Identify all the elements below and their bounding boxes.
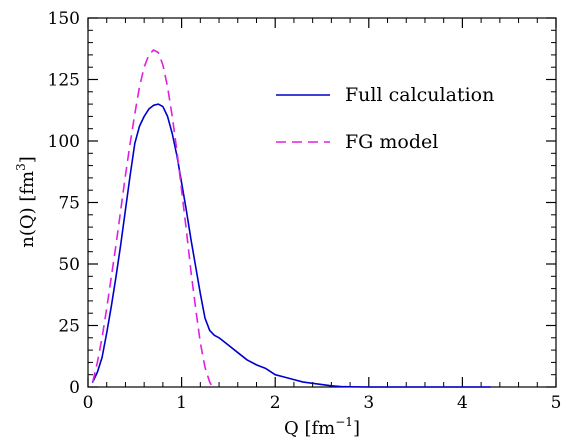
y-tick-labels: 0 25 50 75 100 125 150 (48, 9, 80, 398)
x-tick-label: 1 (176, 393, 187, 413)
plot-frame (87, 17, 557, 388)
x-tick-label: 3 (363, 393, 374, 413)
legend-label-fg: FG model (345, 131, 438, 153)
legend-label-full: Full calculation (345, 84, 494, 106)
y-axis-label-tail: ] (17, 156, 38, 163)
y-tick-label: 0 (69, 378, 80, 398)
y-axis-label: n(Q) [fm3] (14, 156, 38, 248)
y-tick-label: 75 (58, 194, 80, 214)
x-tick-label: 2 (270, 393, 281, 413)
x-axis-label-tail: ] (353, 418, 360, 439)
x-tick-label: 4 (457, 393, 468, 413)
x-tick-label: 5 (551, 393, 562, 413)
y-axis-label-sup: 3 (14, 163, 28, 171)
y-tick-label: 125 (48, 71, 80, 91)
x-axis-label-main: Q [fm (284, 418, 335, 439)
x-axis-label: Q [fm−1] (284, 415, 360, 439)
y-tick-label: 100 (48, 132, 80, 152)
fg-model-line (91, 49, 214, 388)
legend: Full calculation FG model (276, 84, 494, 153)
y-axis-label-main: n(Q) [fm (17, 171, 38, 248)
x-tick-labels: 0 1 2 3 4 5 (83, 393, 562, 413)
x-axis-label-sup: −1 (335, 415, 353, 429)
y-tick-label: 150 (48, 9, 80, 29)
x-tick-label: 0 (83, 393, 94, 413)
minor-ticks (88, 18, 556, 387)
full-calculation-line (91, 103, 492, 388)
y-tick-label: 25 (58, 317, 80, 337)
y-tick-label: 50 (58, 255, 80, 275)
major-ticks (87, 17, 557, 388)
